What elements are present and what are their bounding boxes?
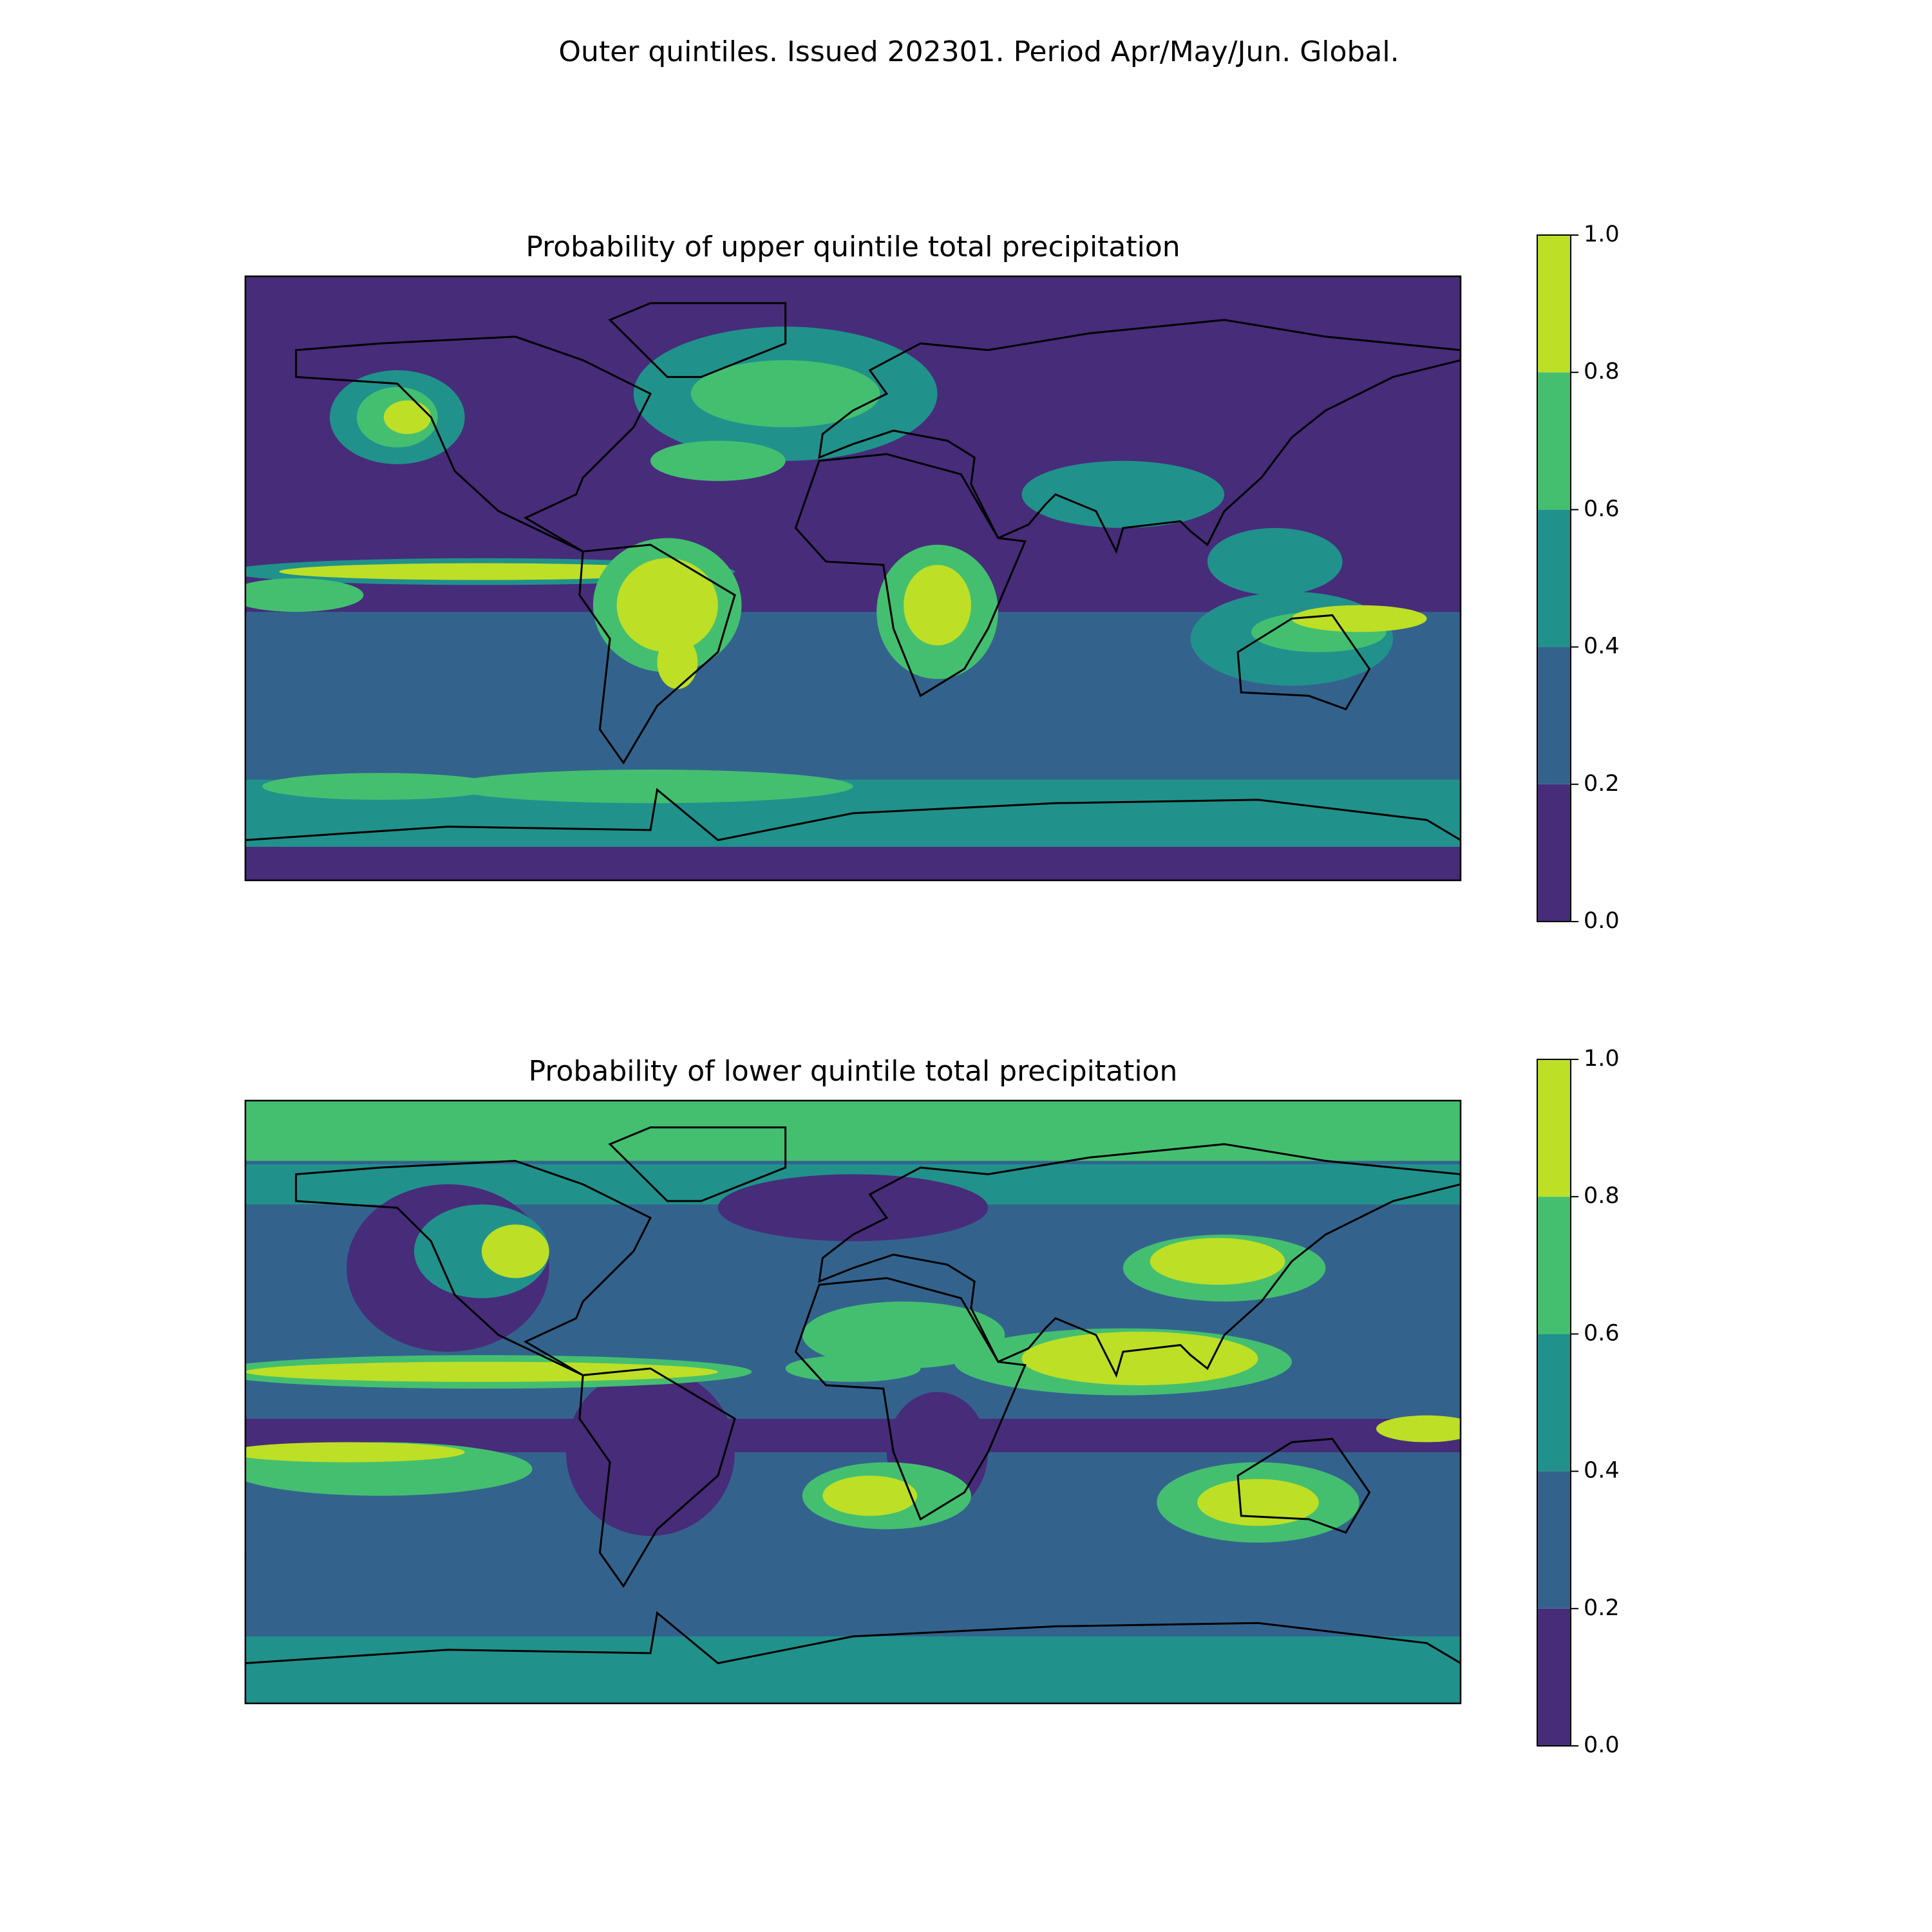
map-frame xyxy=(244,1099,1462,1705)
coastline xyxy=(295,336,652,553)
coastline xyxy=(1236,614,1371,711)
field-region xyxy=(262,773,499,800)
field-region xyxy=(657,635,698,689)
field-region xyxy=(1376,1415,1461,1443)
field-region xyxy=(616,558,718,652)
field-region xyxy=(1207,527,1343,596)
field-region xyxy=(802,1302,1005,1368)
field-region xyxy=(1197,1479,1319,1526)
map-title: Probability of upper quintile total prec… xyxy=(526,231,1180,263)
field-region xyxy=(245,1361,718,1382)
colorbar-tick-label: 0.2 xyxy=(1584,1595,1620,1621)
colorbar-segment xyxy=(1537,235,1571,373)
figure-title: Outer quintiles. Issued 202301. Period A… xyxy=(558,35,1399,68)
coastline xyxy=(608,302,787,378)
field-band xyxy=(245,1101,1461,1161)
colorbar-segment xyxy=(1537,509,1571,647)
colorbar-frame xyxy=(1537,1059,1571,1747)
field-region xyxy=(448,770,853,804)
colorbar-tick-label: 0.6 xyxy=(1584,1320,1620,1346)
colorbar-segment xyxy=(1537,1059,1571,1197)
colorbar-segment xyxy=(1537,1197,1571,1334)
coastline xyxy=(578,544,736,765)
colorbar-segment xyxy=(1537,1471,1571,1609)
field-region xyxy=(1021,1331,1258,1385)
field-region xyxy=(904,565,971,646)
coastline xyxy=(818,319,1461,554)
field-region xyxy=(717,1174,989,1242)
field-region xyxy=(1021,460,1225,528)
colorbar-frame xyxy=(1537,234,1571,922)
colorbar-tick-label: 0.8 xyxy=(1584,359,1620,384)
field-region xyxy=(650,440,786,481)
field-band xyxy=(245,1559,1461,1613)
field-region xyxy=(1291,605,1427,632)
field-region xyxy=(279,563,685,580)
map xyxy=(245,1101,1461,1703)
colorbar-tick-label: 0.0 xyxy=(1584,908,1620,934)
coastline xyxy=(794,1277,1027,1521)
colorbar-tick-label: 1.0 xyxy=(1584,222,1620,247)
coastline xyxy=(608,1126,787,1202)
field-region xyxy=(245,1442,465,1463)
colorbar-tick-label: 1.0 xyxy=(1584,1046,1620,1072)
coastline xyxy=(818,1143,1461,1378)
field-region xyxy=(1150,1238,1285,1285)
coastline xyxy=(1236,1437,1371,1534)
coastline xyxy=(245,1611,1461,1665)
colorbar-segment xyxy=(1537,1608,1571,1746)
field-region xyxy=(245,578,364,612)
colorbar-segment xyxy=(1537,784,1571,922)
field-region xyxy=(481,1224,549,1278)
field-band xyxy=(245,1636,1461,1703)
map xyxy=(245,276,1461,880)
colorbar-tick-label: 0.8 xyxy=(1584,1183,1620,1209)
field-region xyxy=(822,1475,918,1516)
colorbar-segment xyxy=(1537,372,1571,510)
colorbar-tick-label: 0.4 xyxy=(1584,1458,1620,1484)
colorbar-tick-label: 0.0 xyxy=(1584,1732,1620,1758)
colorbar-tick-label: 0.4 xyxy=(1584,634,1620,659)
coastline xyxy=(578,1367,736,1588)
colorbar-segment xyxy=(1537,1334,1571,1472)
colorbar-tick-label: 0.2 xyxy=(1584,771,1620,797)
map-frame xyxy=(244,275,1462,882)
coastline xyxy=(245,788,1461,842)
colorbar-segment xyxy=(1537,647,1571,784)
coastline xyxy=(794,453,1027,697)
map-title: Probability of lower quintile total prec… xyxy=(529,1055,1178,1088)
colorbar-tick-label: 0.6 xyxy=(1584,496,1620,522)
field-region xyxy=(690,360,880,428)
coastline xyxy=(295,1160,652,1376)
field-region xyxy=(383,400,431,434)
